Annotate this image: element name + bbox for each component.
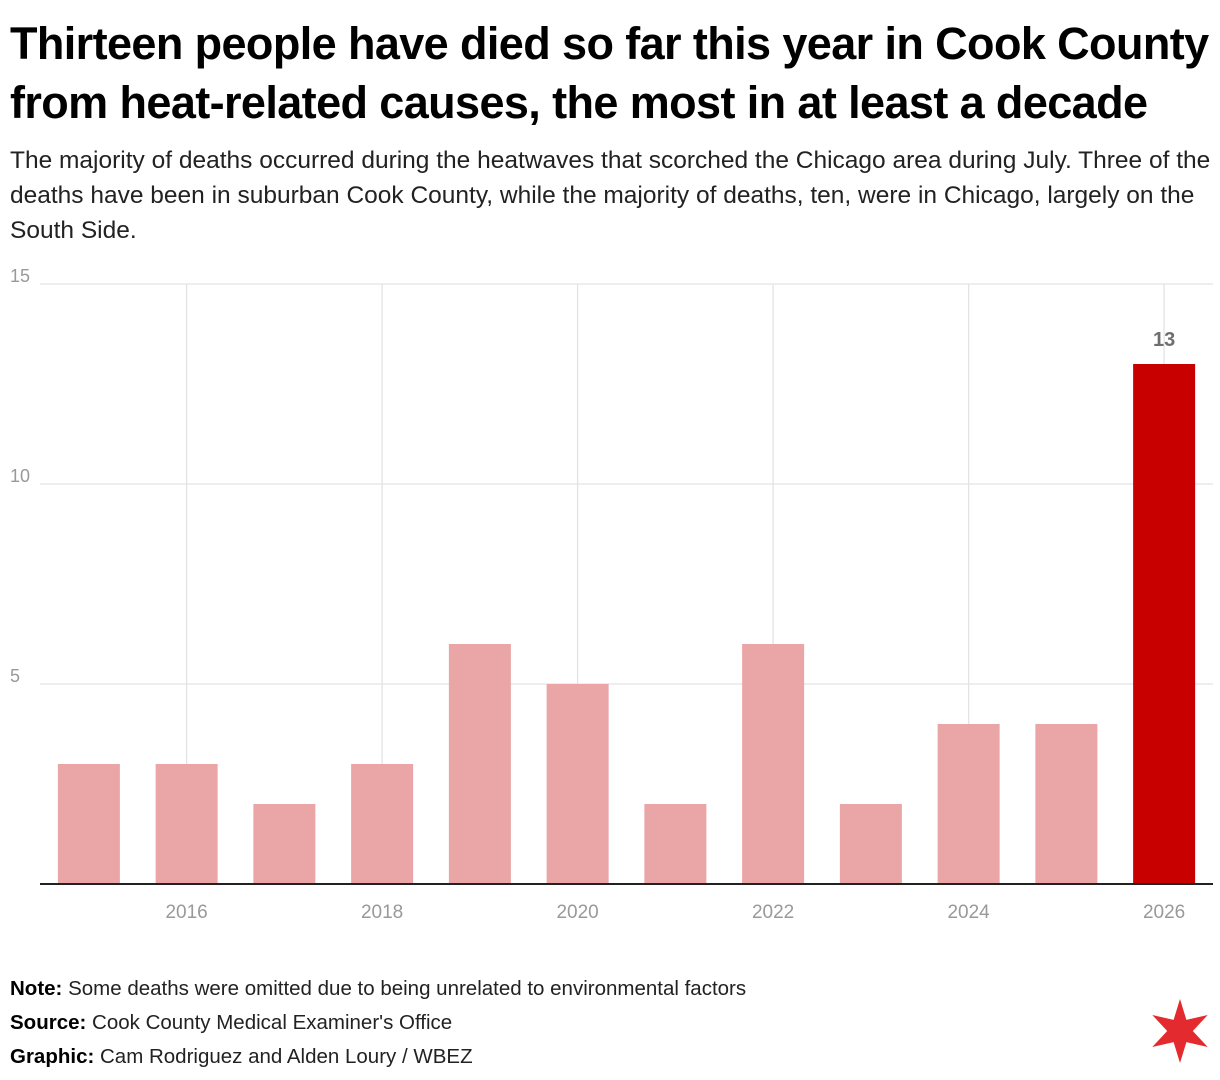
bar <box>839 804 902 884</box>
x-tick-label: 2016 <box>165 902 207 923</box>
graphic-label: Graphic: <box>10 1045 95 1068</box>
x-tick-label: 2026 <box>1143 902 1185 923</box>
bar <box>448 644 511 884</box>
y-tick-label: 5 <box>10 666 20 686</box>
bars <box>57 364 1196 884</box>
graphic-text: Cam Rodriguez and Alden Loury / WBEZ <box>100 1045 473 1068</box>
footer-graphic: Graphic: Cam Rodriguez and Alden Loury /… <box>10 1045 473 1069</box>
bar <box>57 764 120 884</box>
note-text: Some deaths were omitted due to being un… <box>68 977 747 1000</box>
bar-highlight <box>1133 364 1196 884</box>
labels: 5 10 15 2016 2018 2020 2022 2024 2026 13 <box>10 266 1185 923</box>
note-label: Note: <box>10 977 63 1000</box>
x-tick-label: 2018 <box>361 902 403 923</box>
source-text: Cook County Medical Examiner's Office <box>92 1011 453 1034</box>
bar <box>937 724 1000 884</box>
footer-source: Source: Cook County Medical Examiner's O… <box>10 1011 452 1035</box>
chart-title: Thirteen people have died so far this ye… <box>10 18 1209 128</box>
bar <box>253 804 316 884</box>
x-tick-label: 2024 <box>947 902 990 923</box>
x-tick-label: 2020 <box>556 902 598 923</box>
six-point-star-icon <box>1152 999 1208 1063</box>
bar <box>546 684 609 884</box>
x-tick-label: 2022 <box>752 902 794 923</box>
bar <box>644 804 707 884</box>
bar <box>351 764 414 884</box>
bar-value-label: 13 <box>1153 329 1175 351</box>
bar <box>155 764 218 884</box>
y-tick-label: 10 <box>10 466 30 486</box>
y-tick-label: 15 <box>10 266 30 286</box>
star-shape <box>1152 999 1208 1063</box>
bar <box>742 644 805 884</box>
footer-note: Note: Some deaths were omitted due to be… <box>10 977 746 1001</box>
source-label: Source: <box>10 1011 87 1034</box>
chart-subtitle: The majority of deaths occurred during t… <box>10 147 1211 244</box>
bar <box>1035 724 1098 884</box>
